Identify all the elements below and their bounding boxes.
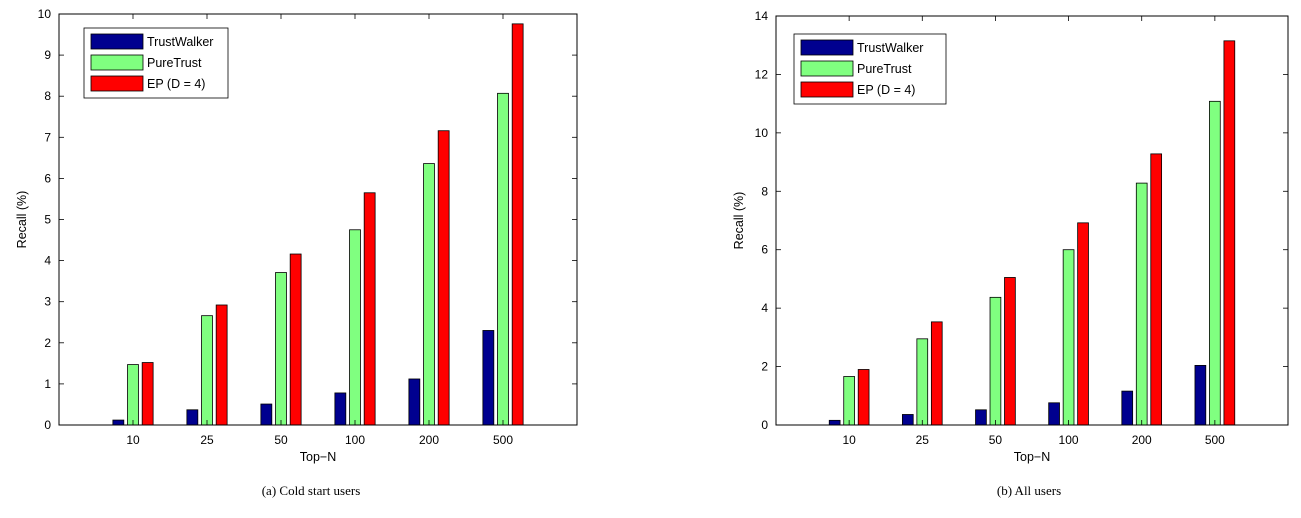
bars [828, 40, 1236, 426]
bar-ep-d-4-10 [141, 362, 154, 426]
bar-puretrust-50 [275, 272, 287, 426]
y-tick-label: 4 [761, 301, 768, 315]
bar-trustwalker-50 [260, 403, 273, 426]
legend-swatch [800, 39, 854, 56]
x-tick-label: 500 [493, 433, 513, 447]
y-tick-label: 8 [44, 89, 51, 103]
legend-label: EP (D = 4) [147, 77, 205, 91]
x-tick-label: 50 [989, 433, 1003, 447]
y-tick-label: 2 [44, 336, 51, 350]
bar-trustwalker-25 [186, 409, 199, 426]
figure-caption: (b) All users [997, 483, 1061, 498]
bar-trustwalker-200 [1121, 390, 1134, 426]
legend-swatch [90, 33, 144, 50]
legend-label: PureTrust [147, 56, 202, 70]
bar-ep-d-4-50 [1004, 277, 1016, 426]
y-tick-label: 4 [44, 254, 51, 268]
bar-ep-d-4-500 [1223, 40, 1236, 426]
x-tick-label: 200 [1132, 433, 1152, 447]
bar-puretrust-50 [989, 296, 1002, 426]
bar-trustwalker-50 [975, 409, 987, 426]
y-tick-label: 0 [44, 418, 51, 432]
bar-puretrust-10 [127, 364, 139, 426]
y-tick-label: 6 [761, 243, 768, 257]
legend-label: EP (D = 4) [857, 83, 915, 97]
x-tick-label: 100 [1059, 433, 1079, 447]
legend: TrustWalker PureTrust EP (D = 4) [793, 33, 947, 105]
bar-trustwalker-100 [1048, 402, 1060, 426]
bar-puretrust-100 [349, 229, 361, 426]
legend-swatch [800, 81, 854, 98]
bar-ep-d-4-100 [1077, 222, 1089, 426]
bar-puretrust-10 [843, 376, 855, 426]
y-tick-label: 10 [38, 7, 52, 21]
bar-ep-d-4-200 [437, 130, 450, 426]
x-tick-label: 10 [842, 433, 856, 447]
legend-label: TrustWalker [857, 41, 923, 55]
y-axis-label: Recall (%) [732, 192, 746, 250]
bar-trustwalker-500 [482, 330, 495, 426]
y-tick-label: 9 [44, 48, 51, 62]
bar-puretrust-25 [201, 315, 213, 426]
x-tick-label: 500 [1205, 433, 1225, 447]
bar-trustwalker-10 [112, 419, 125, 426]
y-tick-label: 12 [755, 67, 769, 81]
x-tick-label: 25 [200, 433, 214, 447]
y-tick-label: 14 [755, 9, 769, 23]
chart-b: 10 25 50 100 200 500 0 2 4 6 8 10 12 14 Top−N Recall (%… [732, 9, 1289, 498]
bar-ep-d-4-200 [1150, 153, 1163, 426]
y-tick-label: 7 [44, 130, 51, 144]
bar-ep-d-4-25 [930, 321, 943, 426]
x-tick-label: 10 [126, 433, 140, 447]
x-axis-label: Top−N [300, 450, 336, 464]
y-tick-label: 3 [44, 295, 51, 309]
legend-label: PureTrust [857, 62, 912, 76]
y-tick-label: 1 [44, 377, 51, 391]
x-tick-label: 25 [916, 433, 930, 447]
bar-ep-d-4-25 [215, 304, 228, 426]
bar-ep-d-4-100 [363, 192, 376, 426]
y-tick-label: 6 [44, 171, 51, 185]
bar-trustwalker-25 [901, 414, 914, 426]
y-tick-label: 0 [761, 418, 768, 432]
bar-trustwalker-100 [334, 392, 347, 426]
bar-puretrust-200 [1135, 182, 1148, 426]
bar-puretrust-500 [497, 92, 509, 426]
bar-trustwalker-10 [828, 419, 841, 426]
x-axis-label: Top−N [1014, 450, 1050, 464]
bar-puretrust-200 [423, 163, 435, 426]
bar-puretrust-100 [1062, 249, 1075, 426]
y-tick-label: 10 [755, 126, 769, 140]
bar-trustwalker-200 [408, 378, 421, 426]
x-tick-label: 100 [345, 433, 365, 447]
y-tick-label: 2 [761, 360, 768, 374]
legend-swatch [90, 54, 144, 71]
bar-puretrust-500 [1209, 100, 1221, 426]
figure-caption: (a) Cold start users [262, 483, 361, 498]
chart-a: 10 25 50 100 200 500 0 1 2 3 4 5 6 7 8 9 10 Top−N Recall (… [15, 7, 578, 498]
bar-ep-d-4-500 [511, 23, 524, 426]
x-tick-label: 50 [274, 433, 288, 447]
bar-ep-d-4-50 [289, 253, 302, 426]
bar-ep-d-4-10 [857, 369, 870, 426]
y-tick-label: 8 [761, 184, 768, 198]
plot-frame [58, 13, 578, 426]
bar-puretrust-25 [916, 338, 929, 426]
x-tick-label: 200 [419, 433, 439, 447]
legend-label: TrustWalker [147, 35, 213, 49]
plot-frame [775, 15, 1289, 426]
y-axis-label: Recall (%) [15, 191, 29, 249]
bar-trustwalker-500 [1194, 364, 1207, 426]
legend-swatch [800, 60, 854, 77]
legend-swatch [90, 75, 144, 92]
y-tick-label: 5 [44, 213, 51, 227]
legend: TrustWalker PureTrust EP (D = 4) [83, 27, 229, 99]
